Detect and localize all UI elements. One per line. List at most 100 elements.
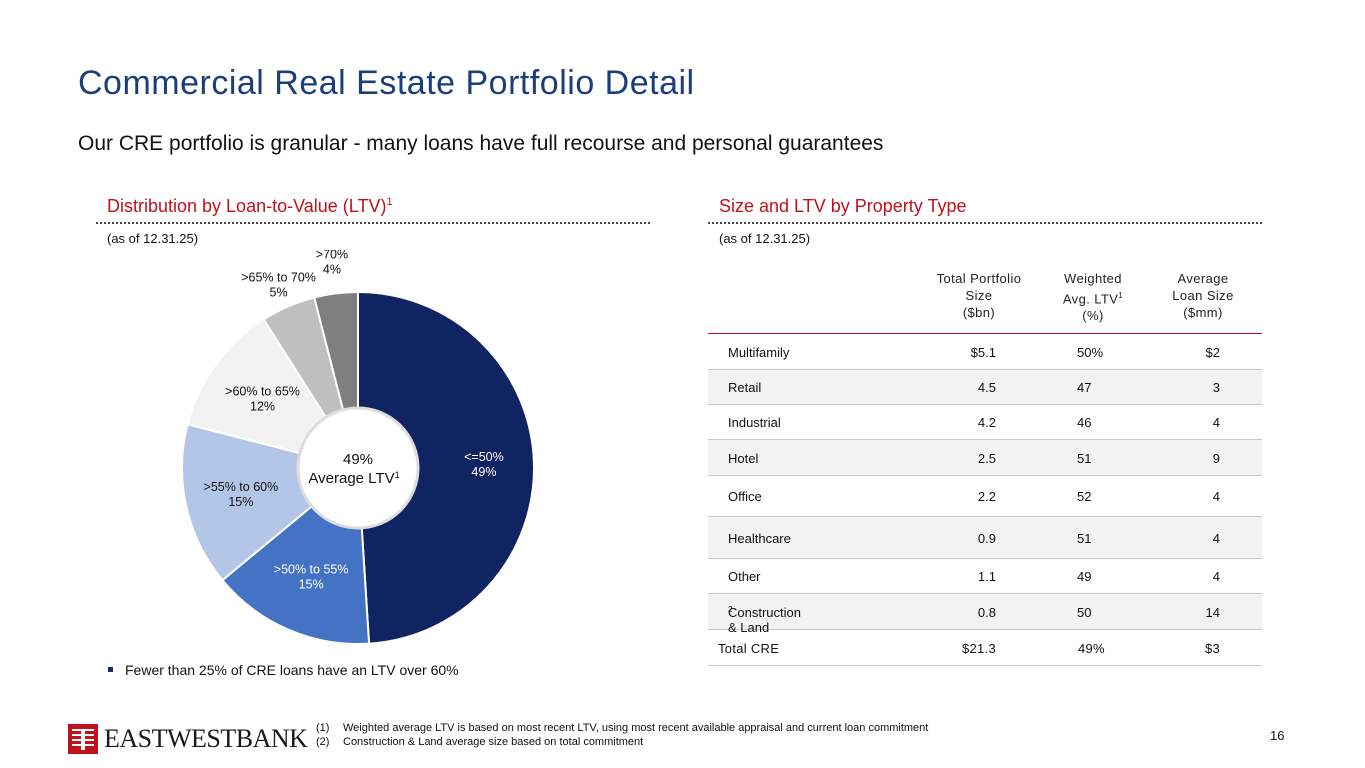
page-number: 16 <box>1270 728 1285 743</box>
section-divider <box>708 222 1262 224</box>
slice-label: >60% to 65% <box>225 385 300 399</box>
header-line: (%) <box>1082 308 1104 324</box>
row-size: 2.2 <box>977 489 996 504</box>
property-type-heading: Size and LTV by Property Type <box>719 196 967 216</box>
table-row: Multifamily $5.1 50% $2 <box>708 335 1262 370</box>
slice-value-label: 49% <box>471 465 496 479</box>
header-line: ($bn) <box>962 305 996 320</box>
row-property-type: Retail <box>728 380 762 395</box>
east-west-bank-logo-icon <box>68 724 98 754</box>
footnote: (2) Construction & Land average size base… <box>316 736 643 748</box>
table-total-row: Total CRE $21.3 49% $3 <box>708 630 1262 666</box>
center-average-label: Average LTV1 <box>308 470 399 487</box>
slice-value-label: 4% <box>323 263 341 277</box>
row-avg-loan-size: 9 <box>1212 451 1220 466</box>
header-line: Avg. LTV1 <box>1048 287 1138 307</box>
footnote-number: (2) <box>316 736 330 748</box>
row-size: 2.5 <box>977 451 996 466</box>
footnote-ref: 1 <box>386 196 393 208</box>
row-avg-loan-size: $2 <box>1205 345 1220 360</box>
table-row: Office 2.2 52 4 <box>708 476 1262 517</box>
slice-label: >50% to 55% <box>274 562 349 576</box>
row-ltv: 51 <box>1077 531 1092 546</box>
slice-label: >65% to 70% <box>241 270 316 284</box>
header-line: Average <box>1177 271 1229 286</box>
row-avg-loan-size: 4 <box>1212 531 1220 546</box>
row-property-type: Healthcare <box>728 531 791 546</box>
row-ltv: 47 <box>1077 380 1092 395</box>
slice-label: <=50% <box>464 450 504 464</box>
row-avg-loan-size: 4 <box>1212 415 1220 430</box>
row-size: 0.9 <box>977 531 996 546</box>
row-ltv: 49 <box>1077 569 1092 584</box>
center-average-label-text: Average LTV <box>308 470 394 487</box>
row-property-type: Hotel <box>728 451 759 466</box>
header-rule <box>708 333 1262 334</box>
table-row: Healthcare 0.9 51 4 <box>708 517 1262 559</box>
row-size: 4.2 <box>977 415 996 430</box>
row-ltv: 46 <box>1077 415 1092 430</box>
page-subtitle: Our CRE portfolio is granular - many loa… <box>78 132 884 155</box>
slice-label: >70% <box>316 250 348 262</box>
center-average-value: 49% <box>343 451 373 468</box>
slice-value-label: 15% <box>299 577 324 591</box>
bullet-point: Fewer than 25% of CRE loans have an LTV … <box>108 662 459 678</box>
header-line: ($mm) <box>1183 305 1223 320</box>
footnote: (1) Weighted average LTV is based on most… <box>316 722 928 734</box>
row-property-type-text: Construction & Land <box>728 605 801 635</box>
header-average-loan-size: Average Loan Size ($mm) <box>1158 270 1248 321</box>
page-title: Commercial Real Estate Portfolio Detail <box>78 64 695 102</box>
bullet-square-icon <box>108 666 113 672</box>
total-label: Total CRE <box>718 641 780 656</box>
ltv-distribution-heading-text: Distribution by Loan-to-Value (LTV) <box>107 196 387 216</box>
table-row: Construction & Land 2 0.8 50 14 <box>708 594 1262 635</box>
total-ltv: 49% <box>1078 641 1105 656</box>
row-size: 1.1 <box>977 569 996 584</box>
row-avg-loan-size: 4 <box>1212 489 1220 504</box>
table-row: Other 1.1 49 4 <box>708 559 1262 594</box>
table-row: Hotel 2.5 51 9 <box>708 440 1262 476</box>
row-avg-loan-size: 3 <box>1212 380 1220 395</box>
header-total-portfolio-size: Total Portfolio Size ($bn) <box>924 270 1034 321</box>
slice-label: >55% to 60% <box>204 480 279 494</box>
row-avg-loan-size: 4 <box>1212 569 1220 584</box>
ltv-distribution-heading: Distribution by Loan-to-Value (LTV)1 <box>107 196 393 217</box>
row-property-type: Construction & Land 2 <box>728 605 801 635</box>
slice-value-label: 15% <box>228 495 253 509</box>
table-row: Retail 4.5 47 3 <box>708 370 1262 405</box>
section-divider <box>96 222 650 224</box>
east-west-bank-logo: EASTWESTBANK <box>68 723 308 755</box>
header-line-text: Avg. LTV <box>1062 291 1119 307</box>
row-ltv: 51 <box>1077 451 1092 466</box>
header-line: Total Portfolio <box>936 271 1022 286</box>
donut-hole <box>296 406 420 530</box>
footnote-number: (1) <box>316 722 330 734</box>
row-property-type: Multifamily <box>728 345 790 360</box>
header-line: Size <box>965 288 993 303</box>
row-size: $5.1 <box>970 345 996 360</box>
row-ltv: 50% <box>1077 345 1104 360</box>
row-ltv: 52 <box>1077 489 1092 504</box>
row-property-type: Other <box>728 569 761 584</box>
ltv-donut-chart: 49% Average LTV1 <=50%49%>50% to 55%15%>… <box>181 250 535 645</box>
slice-value-label: 12% <box>250 400 275 414</box>
footnote-ref: 1 <box>1118 291 1124 300</box>
row-size: 4.5 <box>977 380 996 395</box>
left-as-of-date: (as of 12.31.25) <box>107 231 199 246</box>
footnote-text: Weighted average LTV is based on most re… <box>343 722 929 734</box>
header-weighted-avg-ltv: Weighted Avg. LTV1 (%) <box>1048 270 1138 324</box>
row-property-type: Industrial <box>728 415 781 430</box>
right-as-of-date: (as of 12.31.25) <box>719 231 811 246</box>
footnote-ref: 2 <box>728 605 733 614</box>
row-ltv: 50 <box>1077 605 1092 620</box>
footnote-ref: 1 <box>395 470 400 480</box>
row-property-type: Office <box>728 489 762 504</box>
bullet-text: Fewer than 25% of CRE loans have an LTV … <box>125 662 459 678</box>
header-line: Weighted <box>1064 271 1122 286</box>
row-size: 0.8 <box>977 605 996 620</box>
footnote-text: Construction & Land average size based o… <box>343 736 644 748</box>
table-row: Industrial 4.2 46 4 <box>708 405 1262 440</box>
header-line: Loan Size <box>1172 288 1234 303</box>
total-avg-loan-size: $3 <box>1204 641 1220 656</box>
logo-wordmark: EASTWESTBANK <box>104 724 308 753</box>
